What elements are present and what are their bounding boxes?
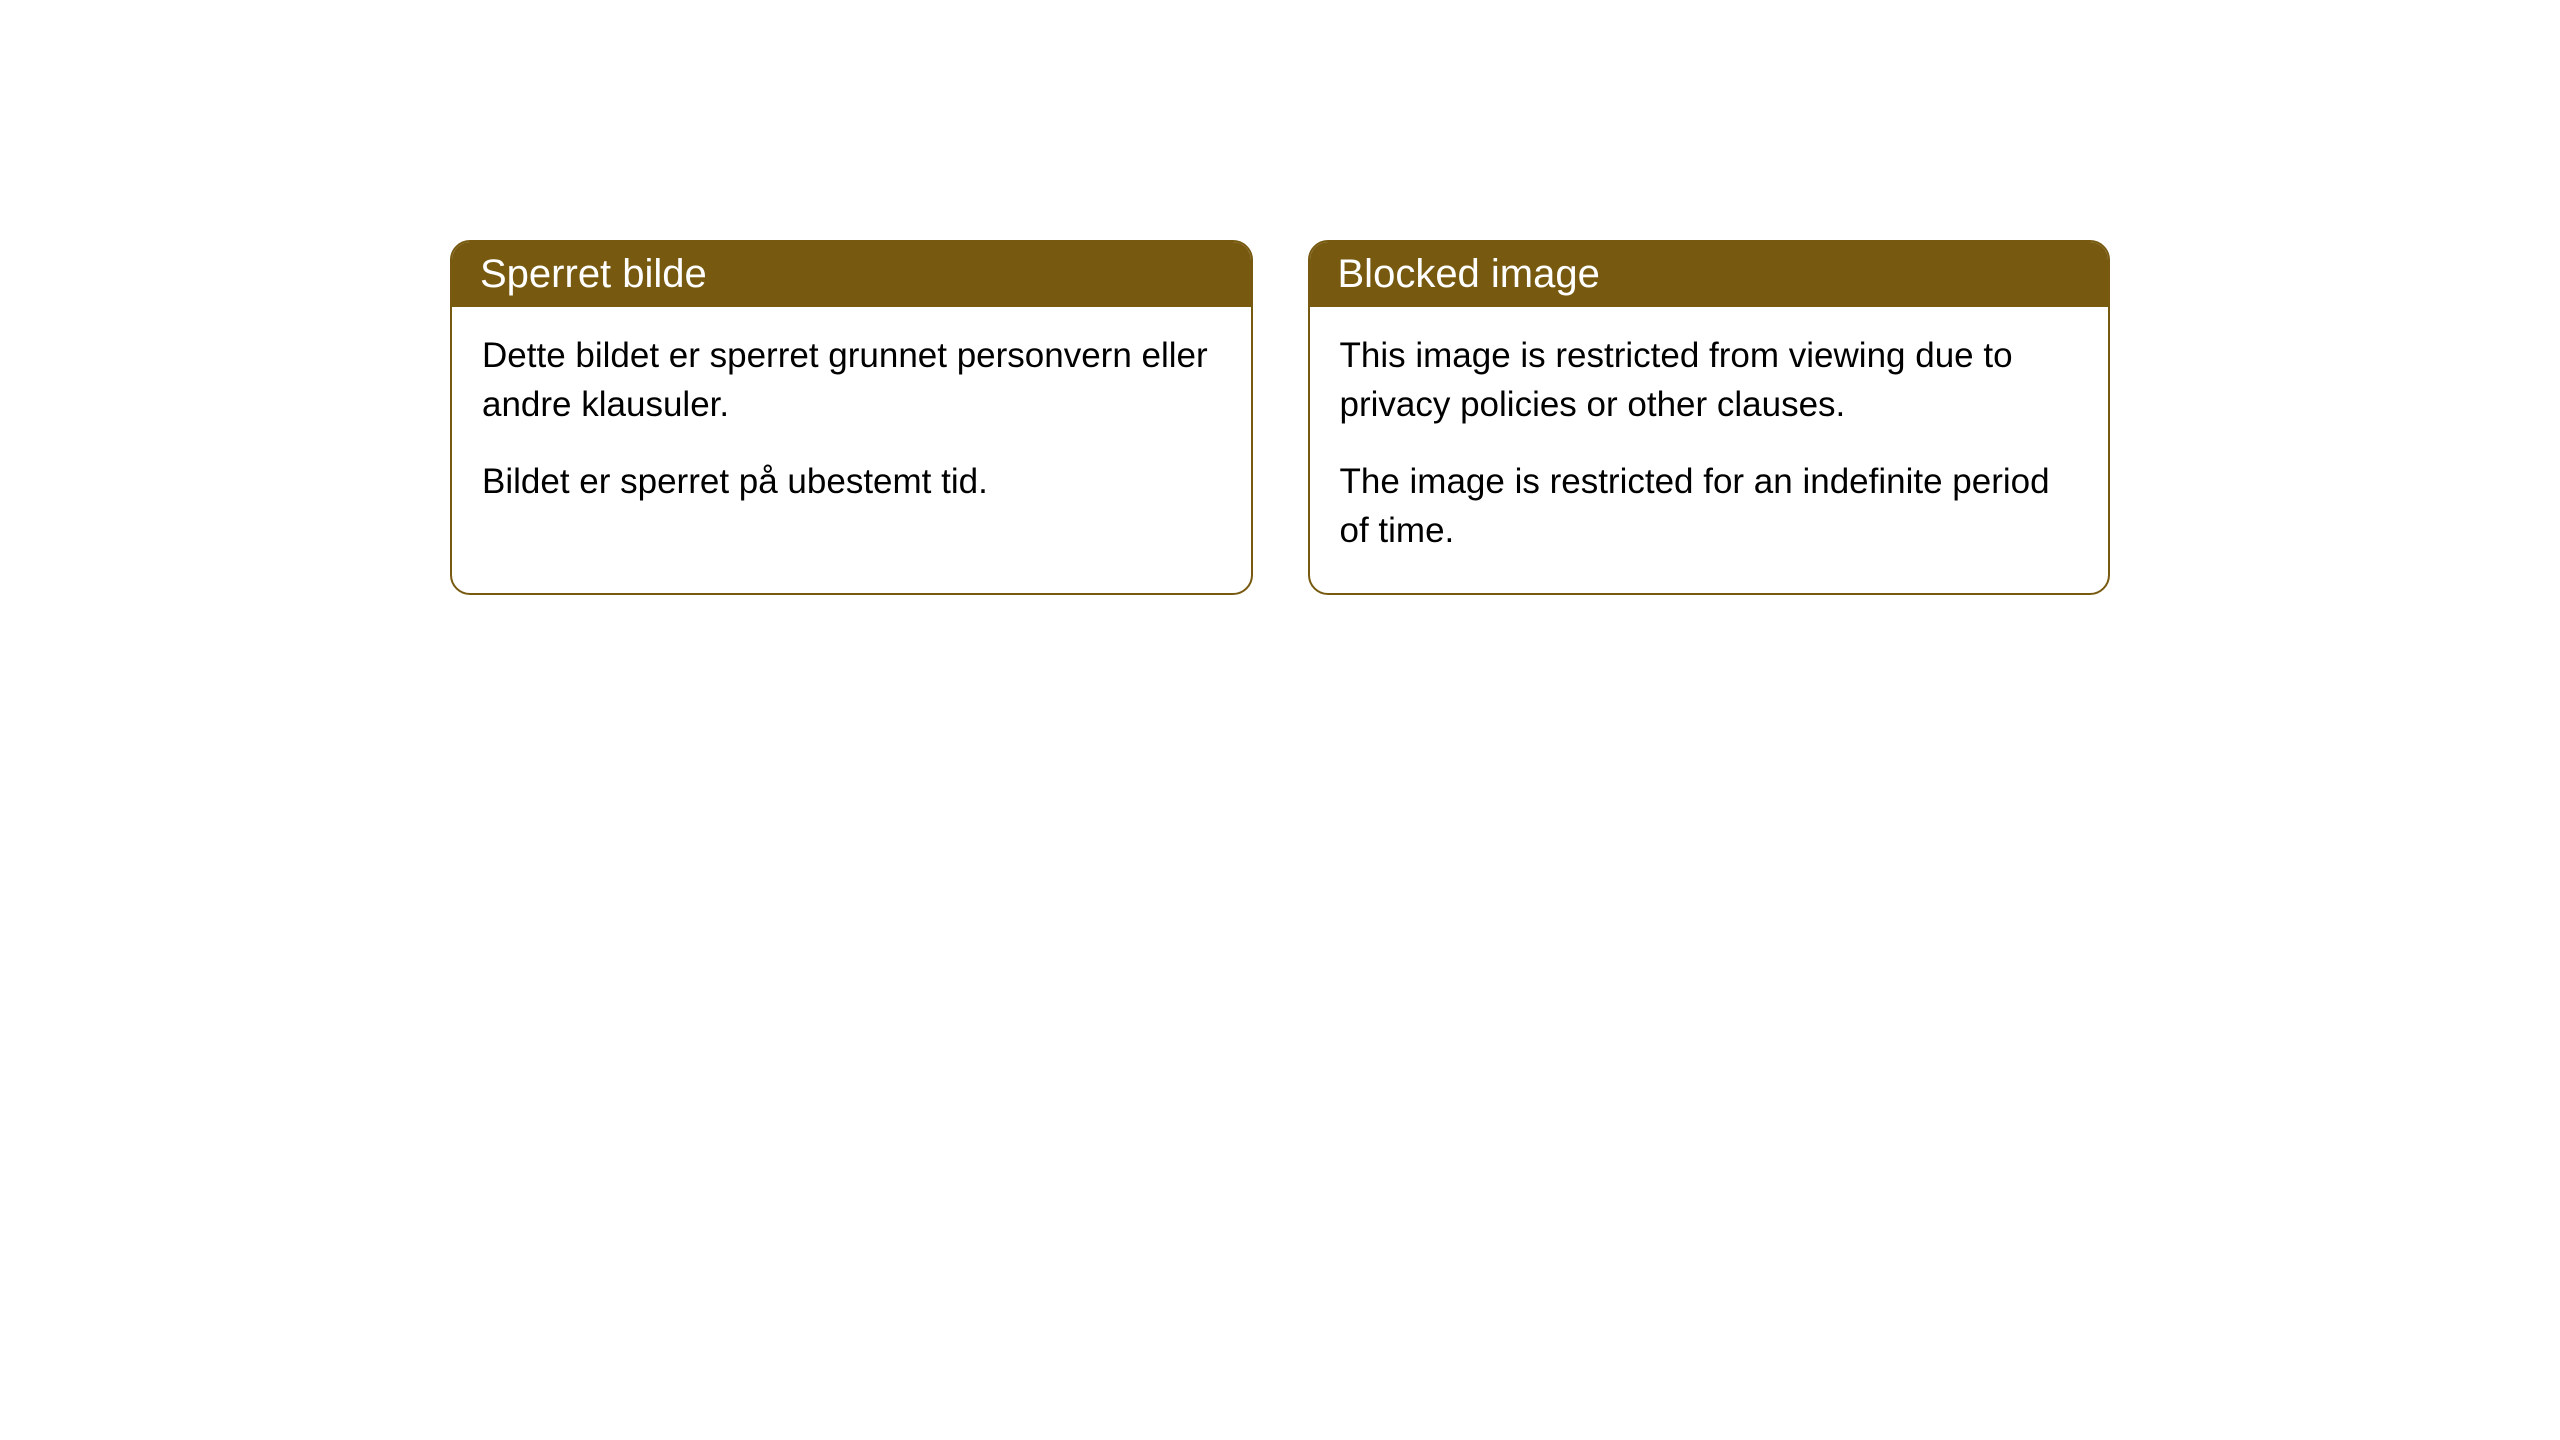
notice-text-line-2: Bildet er sperret på ubestemt tid. — [482, 457, 1221, 506]
card-body: This image is restricted from viewing du… — [1310, 307, 2109, 593]
notice-card-english: Blocked image This image is restricted f… — [1308, 240, 2111, 595]
card-body: Dette bildet er sperret grunnet personve… — [452, 307, 1251, 544]
card-title: Sperret bilde — [452, 242, 1251, 307]
notice-cards-container: Sperret bilde Dette bildet er sperret gr… — [450, 240, 2110, 595]
notice-card-norwegian: Sperret bilde Dette bildet er sperret gr… — [450, 240, 1253, 595]
notice-text-line-1: Dette bildet er sperret grunnet personve… — [482, 331, 1221, 429]
notice-text-line-1: This image is restricted from viewing du… — [1340, 331, 2079, 429]
notice-text-line-2: The image is restricted for an indefinit… — [1340, 457, 2079, 555]
card-title: Blocked image — [1310, 242, 2109, 307]
